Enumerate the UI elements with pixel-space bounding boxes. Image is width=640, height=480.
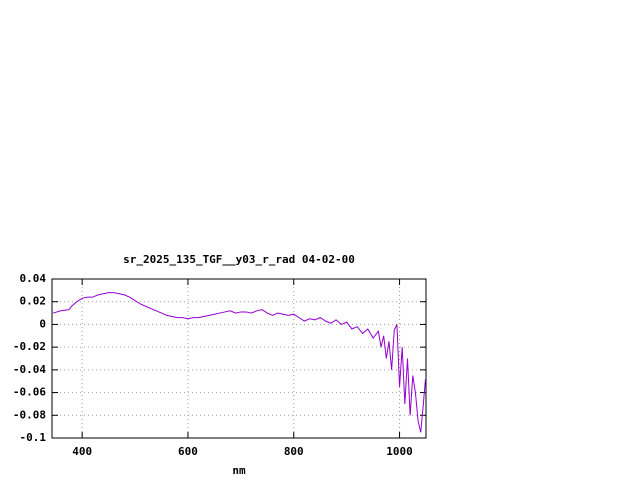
y-tick-label: -0.08 (13, 408, 46, 421)
x-tick-label: 600 (178, 445, 198, 458)
x-tick-label: 400 (72, 445, 92, 458)
x-tick-label: 1000 (386, 445, 413, 458)
y-tick-label: -0.06 (13, 386, 46, 399)
y-tick-label: -0.1 (20, 431, 47, 444)
y-tick-label: -0.04 (13, 363, 46, 376)
y-tick-label: 0.04 (20, 272, 47, 285)
chart-title: sr_2025_135_TGF__y03_r_rad 04-02-00 (123, 253, 355, 266)
y-tick-label: 0 (39, 317, 46, 330)
x-axis-label: nm (232, 464, 246, 477)
plot-border (51, 278, 427, 439)
y-tick-label: 0.02 (20, 295, 47, 308)
data-line (52, 292, 426, 433)
x-tick-label: 800 (284, 445, 304, 458)
y-tick-label: -0.02 (13, 340, 46, 353)
